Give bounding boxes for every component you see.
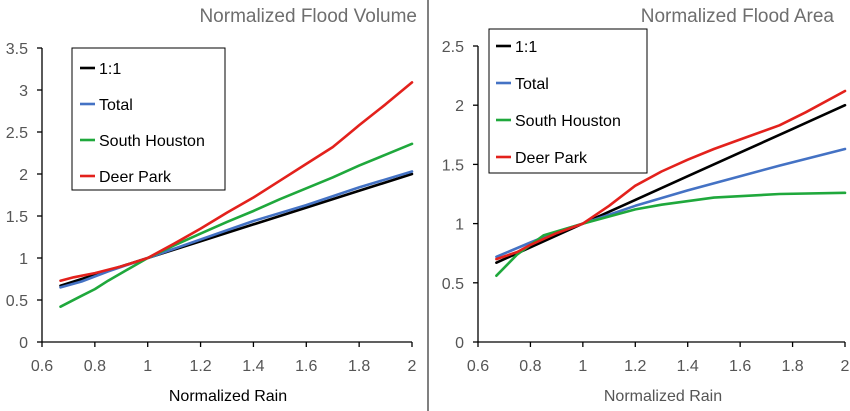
x-tick-label: 0.6: [31, 358, 53, 375]
y-tick-label: 0: [455, 335, 464, 352]
legend-label: Deer Park: [99, 169, 172, 186]
x-tick-label: 2: [841, 358, 850, 375]
x-axis-label: Normalized Rain: [169, 388, 287, 405]
x-tick-label: 1: [578, 358, 587, 375]
x-tick-label: 1.4: [677, 358, 699, 375]
series-group: [59, 81, 414, 309]
series-line-south-houston: [495, 191, 847, 278]
x-tick-label: 0.8: [519, 358, 541, 375]
x-tick-label: 1.2: [189, 358, 211, 375]
flood-area-chart: Normalized Flood Area 0 0.5 1 1.5 2 2.5 0.6 0.8…: [442, 6, 850, 405]
legend-label: Deer Park: [515, 150, 588, 167]
series-group: [495, 89, 847, 278]
legend: 1:1 Total South Houston Deer Park: [71, 47, 226, 191]
legend-label: South Houston: [515, 113, 621, 130]
y-tick-label: 0.5: [442, 276, 464, 293]
x-tick-label: 2: [408, 358, 417, 375]
legend-box: [488, 28, 648, 174]
x-axis-label: Normalized Rain: [604, 388, 722, 405]
x-tick-label: 0.6: [467, 358, 489, 375]
tick-group: 0 0.5 1 1.5 2 2.5 3 3.5 0.6 0.8 1 1.2 1.4 1.6 1.8 2: [6, 41, 417, 375]
chart-title: Normalized Flood Area: [641, 6, 835, 27]
y-tick-label: 2.5: [442, 39, 464, 56]
x-tick-label: 1.8: [781, 358, 803, 375]
y-tick-label: 3: [19, 83, 28, 100]
x-tick-label: 1.6: [295, 358, 317, 375]
series-line-south-houston: [59, 142, 414, 309]
y-tick-label: 1.5: [6, 209, 28, 226]
tick-group: 0 0.5 1 1.5 2 2.5 0.6 0.8 1 1.2 1.4 1.6 1.8 2: [442, 39, 850, 375]
series-line-total: [59, 170, 414, 289]
x-tick-label: 1: [143, 358, 152, 375]
y-tick-label: 3.5: [6, 41, 28, 58]
y-tick-label: 0.5: [6, 293, 28, 310]
legend-box: [71, 47, 226, 191]
y-tick-label: 2: [455, 98, 464, 115]
legend-label: Total: [99, 97, 133, 114]
legend-label: South Houston: [99, 133, 205, 150]
legend-label: 1:1: [99, 61, 121, 78]
series-line-deer-park: [59, 81, 414, 283]
legend-label: 1:1: [515, 39, 537, 56]
y-tick-label: 2: [19, 167, 28, 184]
y-tick-label: 0: [19, 335, 28, 352]
x-tick-label: 1.2: [624, 358, 646, 375]
flood-volume-chart: Normalized Flood Volume 0 0.5 1 1.5 2 2.5 3 3.5…: [6, 6, 417, 405]
x-tick-label: 1.8: [348, 358, 370, 375]
legend: 1:1 Total South Houston Deer Park: [488, 28, 648, 174]
chart-title: Normalized Flood Volume: [199, 6, 417, 27]
legend-label: Total: [515, 76, 549, 93]
y-tick-label: 2.5: [6, 125, 28, 142]
x-tick-label: 1.6: [729, 358, 751, 375]
y-tick-label: 1: [19, 251, 28, 268]
y-tick-label: 1: [455, 217, 464, 234]
x-tick-label: 1.4: [242, 358, 264, 375]
series-line-deer-park: [495, 89, 847, 261]
y-tick-label: 1.5: [442, 157, 464, 174]
x-tick-label: 0.8: [84, 358, 106, 375]
